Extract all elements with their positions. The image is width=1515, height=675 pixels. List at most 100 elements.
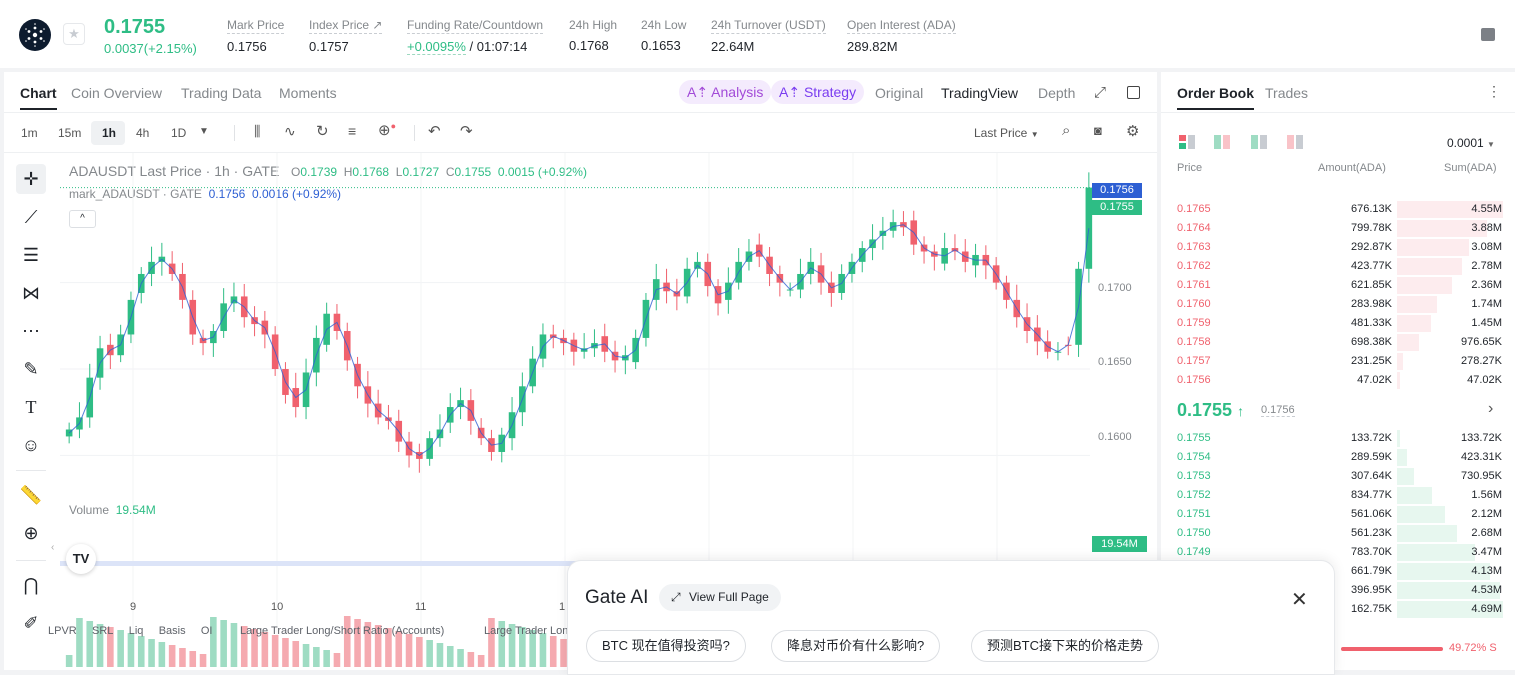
indicators-icon[interactable]: ∿ [284,123,296,139]
search-icon[interactable]: ⌕ [1062,122,1071,139]
stat-value: 0.1757 [309,39,349,54]
stat-24h-turnover[interactable]: 24h Turnover (USDT) 22.64M [711,18,826,54]
view-tradingview[interactable]: TradingView [941,85,1019,101]
tab-trades[interactable]: Trades [1265,85,1309,101]
guide-book-icon[interactable] [1481,28,1495,41]
expand-icon[interactable]: ⤢ [1094,84,1107,101]
ask-row[interactable]: 0.1763 292.87K 3.08M [1161,238,1515,257]
brush-icon[interactable]: ✎ [23,358,39,379]
timeframe-1m[interactable]: 1m [21,126,38,140]
zoom-in-icon[interactable]: ⊕ [23,522,39,543]
emoji-icon[interactable]: ☺ [21,434,41,455]
view-bids-icon[interactable] [1251,135,1267,149]
tab-moments[interactable]: Moments [279,85,337,101]
more-options-icon[interactable]: ⋮ [1487,83,1501,99]
favorite-star-icon[interactable]: ★ [63,23,85,45]
tab-chart[interactable]: Chart [20,85,57,110]
indicator-large-trader-accounts[interactable]: Large Trader Long/Short Ratio (Accounts) [240,625,445,637]
lock-pencil-icon[interactable]: ✐ [23,612,39,633]
add-indicator-icon[interactable]: ⊕● [378,121,397,139]
timeframe-15m[interactable]: 15m [58,126,82,140]
text-tool-icon[interactable]: T [25,396,37,417]
collapse-toolbar-icon[interactable]: ‹ [51,542,55,553]
tab-coin-overview[interactable]: Coin Overview [71,85,163,101]
stat-open-interest[interactable]: Open Interest (ADA) 289.82M [847,18,956,54]
ai-strategy-button[interactable]: A⇡ Strategy [771,80,865,104]
undo-icon[interactable]: ↶ [428,123,441,140]
indicator-large-trader-positions[interactable]: Large Trader Long/Sh [483,625,592,637]
ask-row[interactable]: 0.1762 423.77K 2.78M [1161,257,1515,276]
stat-funding-rate[interactable]: Funding Rate/Countdown +0.0095% / 01:07:… [407,18,544,55]
ai-analysis-button[interactable]: A⇡ Analysis [679,80,772,104]
tab-order-book[interactable]: Order Book [1177,85,1255,110]
price-source-select[interactable]: Last Price ▼ [974,126,1039,140]
camera-icon[interactable]: ◙ [1094,123,1102,138]
ask-row[interactable]: 0.1761 621.85K 2.36M [1161,276,1515,295]
window-icon[interactable] [1127,86,1140,99]
view-original[interactable]: Original [875,85,924,101]
view-full-page-button[interactable]: ⤢ View Full Page [659,584,781,611]
indicator-bar: LPVR SRL Liq Basis OI Large Trader Long/… [48,625,591,637]
row-price: 0.1763 [1177,241,1211,253]
suggested-question-button[interactable]: 预测BTC接下来的价格走势 [971,630,1160,662]
ruler-icon[interactable]: 📏 [19,484,43,505]
timeframe-1d[interactable]: 1D [171,126,187,140]
fib-icon[interactable]: ⋯ [22,320,40,341]
bid-row[interactable]: 0.1755 133.72K 133.72K [1161,429,1515,448]
ask-row[interactable]: 0.1765 676.13K 4.55M [1161,200,1515,219]
timeframe-1h[interactable]: 1h [102,126,117,140]
collapse-legend-icon[interactable]: ^ [69,210,96,228]
depth-bar [1397,582,1500,599]
view-depth[interactable]: Depth [1038,85,1076,101]
row-price: 0.1752 [1177,489,1211,501]
indicator-srl[interactable]: SRL [92,625,114,637]
bid-row[interactable]: 0.1752 834.77K 1.56M [1161,486,1515,505]
chevron-right-icon[interactable]: › [1488,400,1494,417]
mid-price-value: 0.1755 [1177,400,1233,420]
tab-trading-data[interactable]: Trading Data [181,85,262,101]
trend-line-icon[interactable]: ⟋ [24,206,38,227]
precision-select[interactable]: 0.0001 ▼ [1447,136,1495,150]
ask-row[interactable]: 0.1760 283.98K 1.74M [1161,295,1515,314]
ask-row[interactable]: 0.1758 698.38K 976.65K [1161,333,1515,352]
volume-bar [199,654,207,667]
mid-price[interactable]: 0.1755 ↑ [1177,400,1244,421]
suggested-question-button[interactable]: 降息对币价有什么影响? [771,630,941,662]
horizontal-lines-icon[interactable]: ☰ [22,244,40,265]
stat-index-price[interactable]: Index Price ↗ 0.1757 [309,18,383,54]
indicator-basis[interactable]: Basis [158,625,186,637]
ask-row[interactable]: 0.1759 481.33K 1.45M [1161,314,1515,333]
view-asks-icon[interactable] [1287,135,1303,149]
close-icon[interactable]: ✕ [1291,589,1308,611]
volume-bar [282,638,289,667]
settings-gear-icon[interactable]: ⚙ [1126,123,1140,140]
replay-icon[interactable]: ↻ [316,123,329,140]
magnet-icon[interactable]: ⋂ [23,574,39,595]
timeframe-4h[interactable]: 4h [136,126,150,140]
timeframe-dropdown-icon[interactable]: ▼ [199,126,209,137]
legend-open: 0.1739 [300,165,338,179]
stat-mark-price[interactable]: Mark Price 0.1756 [227,18,285,54]
ask-row[interactable]: 0.1764 799.78K 3.88M [1161,219,1515,238]
crosshair-icon[interactable]: ✛ [16,164,46,194]
bid-row[interactable]: 0.1754 289.59K 423.31K [1161,448,1515,467]
indicator-oi[interactable]: OI [200,625,213,637]
candle-type-icon[interactable]: ⫼ [254,123,261,139]
row-amount: 676.13K [1351,203,1392,215]
redo-icon[interactable]: ↷ [460,123,473,140]
ask-row[interactable]: 0.1757 231.25K 278.27K [1161,352,1515,371]
view-split-icon[interactable] [1214,135,1230,149]
volume-bar [354,619,361,667]
indicator-lpvr[interactable]: LPVR [48,625,77,637]
bid-row[interactable]: 0.1749 783.70K 3.47M [1161,543,1515,562]
suggested-question-button[interactable]: BTC 现在值得投资吗? [586,630,746,662]
template-icon[interactable]: ≡ [348,123,357,139]
pattern-icon[interactable]: ⋈ [22,282,40,303]
view-both-icon[interactable] [1179,135,1195,149]
bid-row[interactable]: 0.1750 561.23K 2.68M [1161,524,1515,543]
bid-row[interactable]: 0.1753 307.64K 730.95K [1161,467,1515,486]
ask-row[interactable]: 0.1756 47.02K 47.02K [1161,371,1515,390]
row-amount: 661.79K [1351,565,1392,577]
indicator-liq[interactable]: Liq [128,625,144,637]
bid-row[interactable]: 0.1751 561.06K 2.12M [1161,505,1515,524]
